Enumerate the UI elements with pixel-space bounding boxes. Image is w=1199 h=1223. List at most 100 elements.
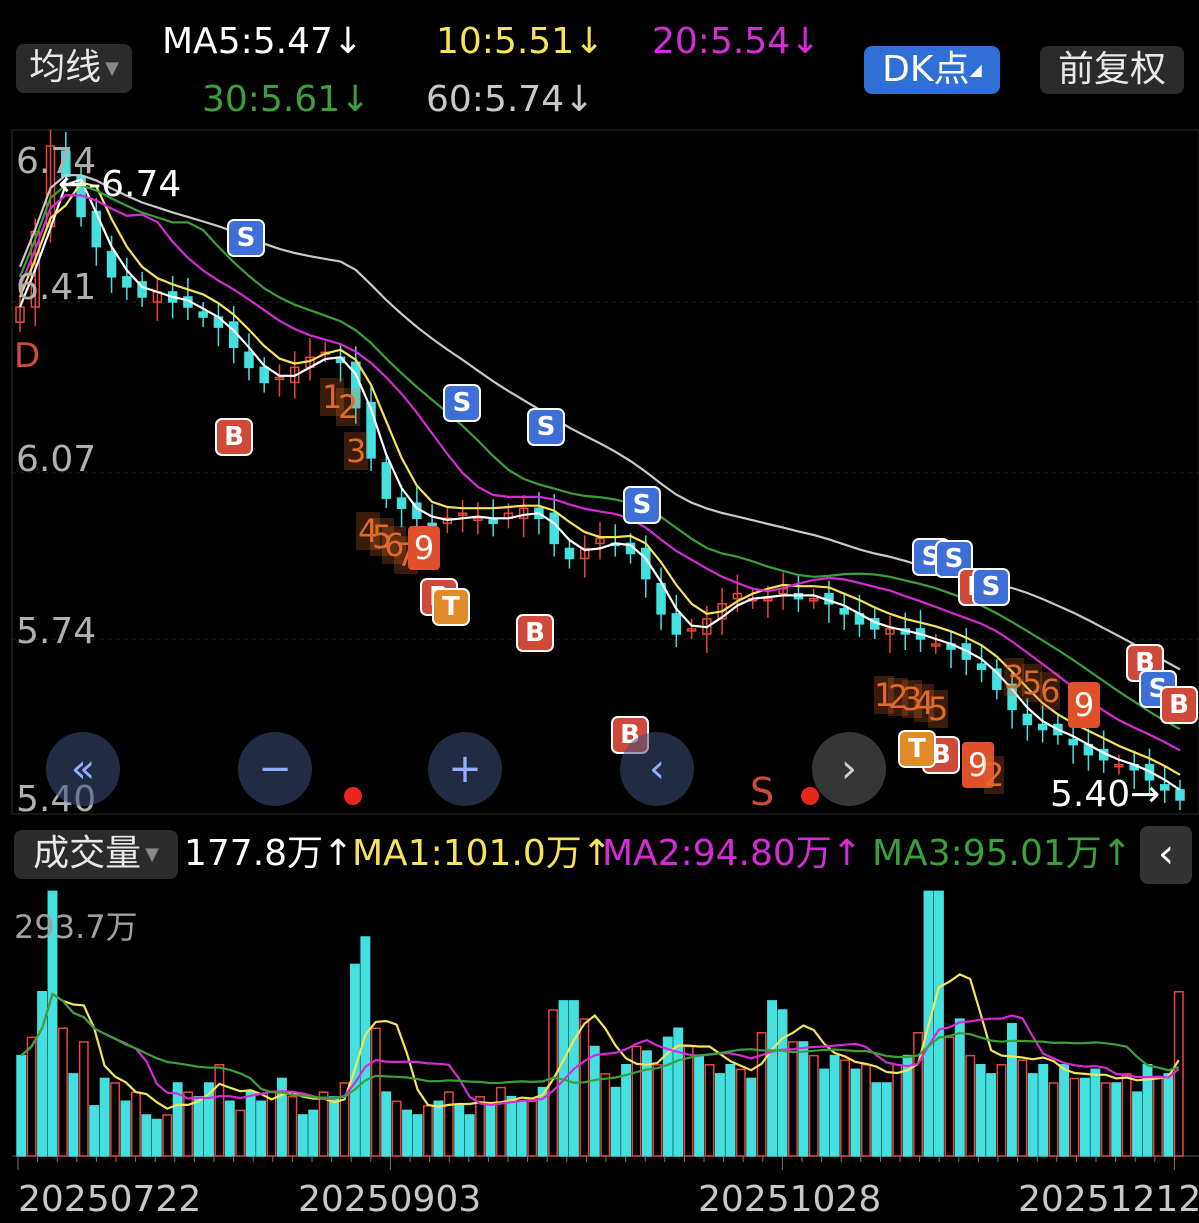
volume-bar (1006, 1022, 1017, 1157)
volume-bar (78, 1041, 89, 1157)
t-signal[interactable]: T (432, 588, 470, 626)
volume-bar (631, 1045, 642, 1157)
volume-ma1-line (20, 973, 1180, 1110)
volume-bar (996, 1064, 1007, 1157)
red-dot-indicator (344, 787, 362, 805)
candle-body (1175, 789, 1185, 801)
y-label-6.74: 6.74 (16, 141, 97, 182)
volume-bar (735, 1068, 746, 1157)
volume-bar (224, 1100, 235, 1157)
buy-signal[interactable]: B (1160, 686, 1198, 724)
volume-bar (37, 991, 48, 1157)
chevron-left-icon: ‹ (1158, 831, 1174, 877)
volume-bar (798, 1041, 809, 1157)
volume-bar (1048, 1082, 1059, 1157)
volume-bar (944, 1036, 955, 1157)
sell-signal[interactable]: S (527, 408, 565, 446)
candle-body (1159, 784, 1170, 791)
candle-body (1037, 723, 1048, 731)
candle-body (931, 643, 941, 647)
ma20-line (18, 193, 1181, 752)
ma5-line (18, 178, 1181, 791)
volume-select-label: 成交量 (33, 833, 142, 874)
candle-body (15, 306, 25, 323)
volume-indicator-select[interactable]: 成交量 ▼ (14, 830, 178, 879)
sell-signal[interactable]: S (443, 384, 481, 422)
candle-body (244, 351, 254, 369)
dropdown-caret-icon: ▼ (145, 844, 159, 865)
dk-point-button[interactable]: DK点◢ (864, 46, 1000, 94)
chevron-left-icon[interactable]: ‹ (620, 732, 694, 806)
ma60-value: 60:5.74↓ (426, 79, 595, 120)
ma30-line (18, 183, 1181, 731)
volume-bar (725, 1064, 736, 1157)
sell-signal[interactable]: S (972, 568, 1010, 606)
volume-bar (287, 1095, 298, 1157)
volume-bar (808, 1054, 819, 1157)
volume-bar (850, 1068, 861, 1157)
volume-bar (662, 1036, 673, 1157)
volume-bar (881, 1082, 892, 1157)
volume-ma2-line (20, 992, 1180, 1107)
volume-bar (913, 1032, 924, 1157)
volume-bar (860, 1064, 871, 1157)
volume-chart[interactable] (0, 884, 1199, 1174)
volume-bar (787, 1041, 798, 1157)
candle-body (274, 376, 285, 381)
chevron-right-icon[interactable]: › (812, 732, 886, 806)
price-chart[interactable] (0, 128, 1199, 818)
volume-bar (391, 1100, 402, 1157)
volume-bar (47, 890, 58, 1157)
y-label-6.07: 6.07 (16, 439, 97, 480)
candle-body (198, 311, 208, 318)
collapse-button[interactable]: ‹ (1140, 826, 1192, 884)
candle-body (549, 512, 559, 545)
volume-bar (548, 1009, 559, 1157)
volume-bar (266, 1091, 277, 1157)
candle-body (732, 592, 743, 600)
candle-body (518, 507, 529, 520)
candle-body (442, 517, 453, 525)
candle-body (579, 547, 590, 560)
volume-bar (986, 1073, 997, 1157)
indicator-select[interactable]: 均线 ▼ (16, 44, 132, 93)
double-chevron-left-icon[interactable]: « (46, 732, 120, 806)
seq-label: 2 (888, 678, 909, 716)
zoom-out-icon[interactable]: − (238, 732, 312, 806)
volume-bar (433, 1100, 444, 1157)
dropdown-caret-icon: ▼ (105, 58, 119, 79)
adjust-select-button[interactable]: 前复权 (1040, 46, 1184, 94)
volume-bar (370, 1027, 381, 1157)
x-label: 20251212 (1018, 1179, 1199, 1220)
x-label: 20251028 (698, 1179, 882, 1220)
min-price-label: 5.40→ (1050, 774, 1161, 815)
sell-signal[interactable]: S (623, 486, 661, 524)
volume-bar (203, 1082, 214, 1157)
volume-bar (276, 1077, 287, 1157)
volume-bar (621, 1064, 632, 1157)
volume-bar (16, 1054, 27, 1157)
volume-bar (1090, 1068, 1101, 1157)
candle-body (137, 281, 147, 298)
volume-bar (120, 1100, 131, 1157)
volume-bar (214, 1064, 225, 1157)
volume-bar (297, 1114, 308, 1157)
volume-bar (840, 1059, 851, 1157)
x-label: 20250722 (18, 1179, 202, 1220)
volume-bar (527, 1100, 538, 1157)
volume-bar (829, 1054, 840, 1157)
buy-signal[interactable]: B (215, 418, 253, 456)
y-label-5.74: 5.74 (16, 611, 97, 652)
volume-bar (871, 1082, 882, 1157)
t-signal[interactable]: T (898, 730, 936, 768)
volume-bar (68, 1073, 79, 1157)
sell-signal[interactable]: S (227, 219, 265, 257)
seq-label-9: 9 (408, 526, 440, 570)
volume-bar (443, 1091, 454, 1157)
volume-ma2: MA2:94.80万↑ (602, 833, 862, 874)
volume-bar (130, 1091, 141, 1157)
buy-signal[interactable]: B (516, 614, 554, 652)
zoom-in-icon[interactable]: + (428, 732, 502, 806)
seq-label: 1 (874, 676, 895, 714)
volume-ma1: MA1:101.0万↑ (352, 833, 612, 874)
